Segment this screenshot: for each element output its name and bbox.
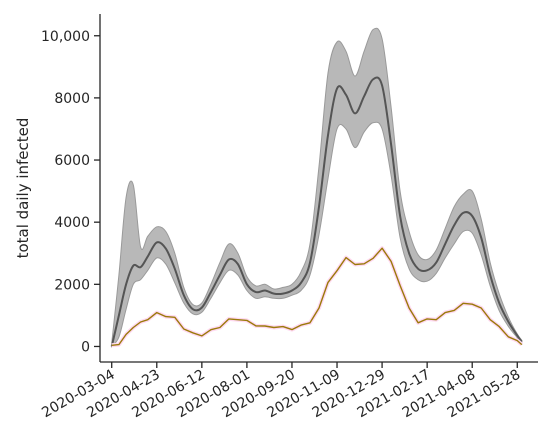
model-mean-line xyxy=(110,76,523,347)
y-tick-label: 0 xyxy=(81,339,90,355)
series-line-layer xyxy=(110,76,524,348)
confidence-band-layer xyxy=(111,27,523,348)
y-axis-title: total daily infected xyxy=(14,118,32,259)
y-tick-label: 6000 xyxy=(54,153,90,169)
y-tick-label: 4000 xyxy=(54,215,90,231)
observed-line xyxy=(111,247,523,346)
axes xyxy=(94,14,538,368)
y-tick-label: 2000 xyxy=(54,277,90,293)
y-tick-label: 10,000 xyxy=(41,29,90,45)
y-tick-label: 8000 xyxy=(54,91,90,107)
confidence-band xyxy=(111,27,523,348)
